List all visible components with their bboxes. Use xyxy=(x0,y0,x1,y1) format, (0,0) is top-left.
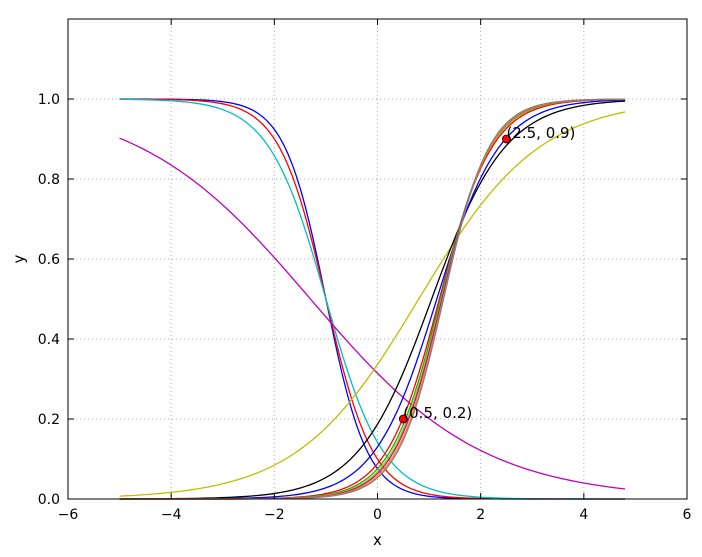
y-tick-label: 0.2 xyxy=(38,412,60,428)
x-tick-label: −6 xyxy=(58,507,79,523)
series-line-8 xyxy=(119,98,626,500)
y-axis-label: y xyxy=(10,254,28,263)
y-tick-label: 0.8 xyxy=(38,172,60,188)
series-line-13 xyxy=(119,98,626,500)
annotation-2: (2.5, 0.9) xyxy=(506,124,575,142)
series-line-6 xyxy=(119,100,626,500)
y-tick-label: 0.0 xyxy=(38,492,60,508)
series-line-7 xyxy=(119,99,626,500)
x-tick-label: −4 xyxy=(161,507,182,523)
series-line-10 xyxy=(119,98,626,500)
ticks-group: −6 −4 −2 0 2 4 6 0.0 0.2 0.4 0.6 0.8 1.0 xyxy=(38,19,692,523)
y-tick-label: 0.4 xyxy=(38,332,60,348)
x-tick-label: 6 xyxy=(683,507,692,523)
series-line-1 xyxy=(119,98,626,500)
fit-point-1 xyxy=(398,414,408,424)
y-tick-label: 1.0 xyxy=(38,92,60,108)
series-line-9 xyxy=(119,98,626,500)
series-line-12 xyxy=(119,98,626,500)
series-line-4 xyxy=(119,137,626,490)
x-tick-label: −2 xyxy=(264,507,285,523)
x-tick-label: 2 xyxy=(476,507,485,523)
x-tick-label: 4 xyxy=(579,507,588,523)
x-axis-label: x xyxy=(373,531,382,549)
series-line-3 xyxy=(119,98,626,500)
fit-point-2 xyxy=(502,134,511,144)
grid xyxy=(67,19,688,500)
series-line-11 xyxy=(119,98,626,500)
series-line-2 xyxy=(119,98,626,500)
annotation-1: (0.5, 0.2) xyxy=(403,404,472,422)
y-tick-label: 0.6 xyxy=(38,252,60,268)
annotations-group: (0.5, 0.2) (2.5, 0.9) xyxy=(403,124,575,422)
points-group xyxy=(398,134,511,424)
x-tick-label: 0 xyxy=(373,507,382,523)
series-line-5 xyxy=(119,111,626,497)
series-group xyxy=(119,98,626,500)
